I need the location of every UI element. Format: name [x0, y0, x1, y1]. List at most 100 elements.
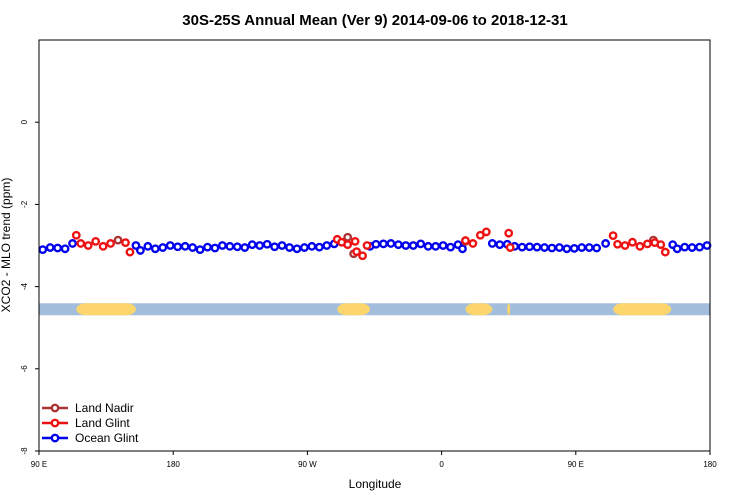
land-segment: [465, 303, 493, 316]
ocean-glint-point: [423, 241, 433, 251]
x-tick-label: 90 E: [568, 460, 584, 469]
ocean-glint-point: [247, 240, 257, 250]
ocean-glint-point: [431, 241, 441, 251]
data-points: [38, 227, 712, 261]
y-tick-label: 0: [20, 119, 29, 124]
ocean-glint-point: [517, 242, 527, 252]
ocean-glint-point: [672, 244, 682, 254]
land-glint-point: [613, 239, 622, 249]
ocean-glint-point: [702, 241, 712, 250]
ocean-glint-point: [68, 239, 77, 248]
land-glint-point: [608, 231, 618, 241]
ocean-glint-point: [601, 239, 611, 248]
ocean-glint-point: [592, 243, 602, 253]
land-glint-point: [635, 241, 645, 251]
land-glint-point: [343, 240, 353, 250]
ocean-glint-point: [195, 245, 205, 255]
ocean-glint-point: [408, 241, 418, 250]
ocean-glint-legend-label: Ocean Glint: [75, 431, 139, 445]
land-glint-point: [125, 247, 135, 257]
ocean-glint-point: [695, 242, 704, 252]
ocean-glint-point: [188, 243, 197, 252]
ocean-glint-point: [547, 243, 557, 253]
y-tick-label: -4: [20, 282, 29, 290]
ocean-glint-point: [158, 243, 168, 252]
ocean-glint-point: [438, 241, 448, 250]
x-tick-label: 90 W: [298, 460, 317, 469]
ocean-glint-point: [487, 239, 497, 248]
ocean-glint-point: [218, 241, 227, 250]
plot-frame: [38, 39, 711, 452]
land-glint-point: [642, 239, 652, 249]
land-segment: [76, 303, 136, 316]
x-tick-label: 180: [703, 460, 717, 469]
ocean-glint-point: [53, 243, 63, 253]
y-axis-label: XCO2 - MLO trend (ppm): [0, 178, 13, 313]
ocean-glint-point: [143, 241, 153, 251]
land-nadir-legend-marker: [50, 403, 60, 413]
ocean-glint-point: [285, 243, 294, 252]
ocean-glint-point: [45, 243, 55, 252]
land-segment: [337, 303, 371, 316]
y-axis: 0 -2 -4 -6 -8: [20, 119, 39, 455]
ocean-glint-point: [314, 242, 324, 252]
ocean-glint-point: [150, 244, 160, 254]
ocean-glint-point: [322, 241, 332, 250]
land-glint-legend-marker: [50, 418, 60, 428]
x-tick-label: 180: [167, 460, 181, 469]
land-glint-point: [358, 251, 367, 261]
ocean-glint-point: [401, 241, 411, 250]
land-glint-legend-label: Land Glint: [75, 416, 130, 430]
ocean-glint-point: [458, 244, 467, 254]
ocean-glint-point: [240, 243, 250, 252]
land-glint-point: [362, 241, 372, 250]
land-glint-point: [620, 241, 630, 250]
land-glint-point: [656, 240, 666, 250]
ocean-glint-point: [554, 243, 564, 252]
ocean-glint-point: [255, 241, 265, 250]
ocean-glint-point: [203, 242, 212, 252]
x-axis-label: Longitude: [349, 477, 402, 491]
ocean-glint-point: [577, 243, 587, 252]
ocean-glint-point: [225, 241, 235, 251]
y-tick-label: -6: [20, 365, 29, 373]
land-glint-point: [461, 236, 470, 245]
ocean-glint-point: [371, 239, 381, 249]
land-glint-point: [660, 247, 670, 257]
land-nadir-point: [113, 235, 123, 245]
land-segment: [613, 303, 672, 316]
land-glint-point: [504, 228, 514, 238]
land-glint-point: [71, 230, 81, 240]
y-tick-label: -2: [20, 200, 29, 208]
land-glint-point: [106, 239, 115, 248]
land-glint-point: [505, 243, 515, 252]
ocean-glint-point: [562, 244, 572, 254]
ocean-glint-point: [38, 245, 48, 255]
ocean-glint-point: [416, 239, 426, 249]
x-axis: 90 E 180 90 W 0 90 E 180: [31, 451, 717, 469]
ocean-glint-point: [379, 239, 388, 249]
ocean-glint-point: [525, 242, 534, 252]
ocean-glint-point: [180, 241, 190, 251]
ocean-glint-point: [210, 243, 220, 253]
ocean-glint-point: [584, 243, 594, 252]
ocean-glint-point: [135, 246, 145, 255]
ocean-glint-point: [292, 244, 302, 254]
ocean-glint-point: [60, 244, 70, 254]
x-tick-label: 0: [439, 460, 444, 469]
land-segment: [507, 303, 511, 316]
ocean-glint-point: [173, 242, 183, 252]
land-glint-point: [481, 227, 491, 237]
land-ocean-mask: [39, 303, 710, 316]
ocean-glint-point: [232, 242, 242, 252]
ocean-glint-point: [386, 239, 396, 248]
land-glint-point: [121, 238, 130, 248]
land-glint-point: [468, 239, 478, 248]
ocean-glint-point: [532, 242, 542, 252]
land-nadir-point: [343, 232, 353, 242]
ocean-glint-point: [687, 243, 697, 252]
land-glint-point: [83, 241, 93, 250]
x-tick-label: 90 E: [31, 460, 47, 469]
